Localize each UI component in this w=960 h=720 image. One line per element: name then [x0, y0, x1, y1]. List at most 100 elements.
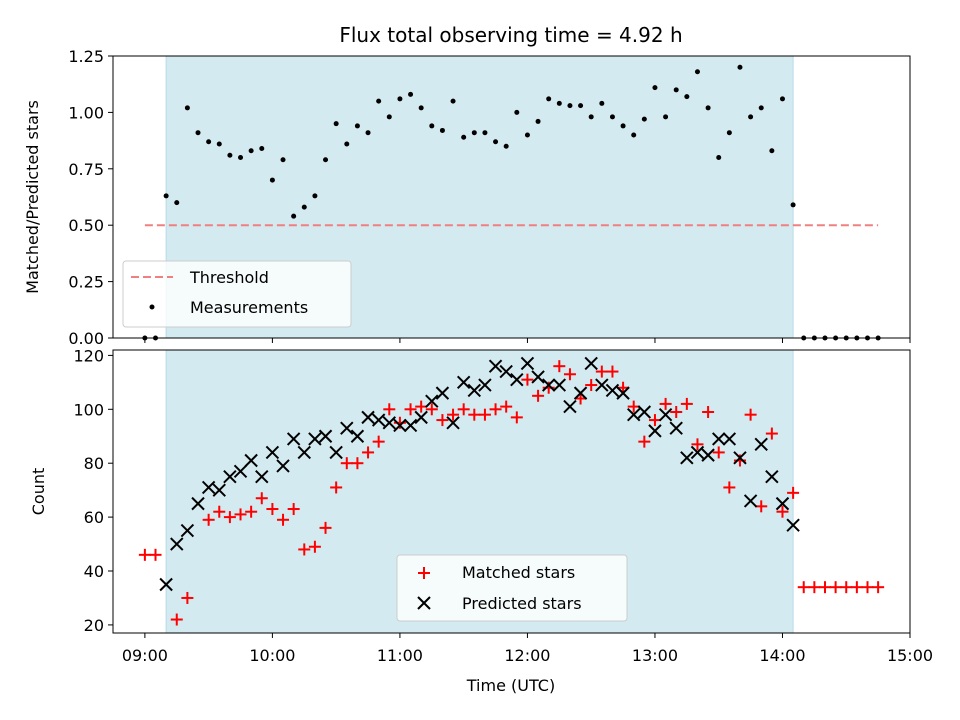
predicted-star-point — [775, 496, 790, 511]
x-tick-label: 10:00 — [249, 646, 295, 665]
measurement-point — [397, 96, 403, 102]
measurement-point — [524, 132, 530, 138]
matched-star-point — [829, 581, 842, 594]
measurement-point — [206, 139, 212, 145]
measurement-point — [748, 114, 754, 120]
predicted-star-point — [701, 448, 715, 462]
matched-star-point — [447, 408, 460, 421]
matched-star-point — [234, 508, 247, 521]
measurement-point — [238, 155, 244, 161]
measurement-point — [471, 130, 477, 136]
matched-star-point — [255, 492, 268, 505]
matched-star-point — [776, 505, 789, 518]
measurement-point — [493, 139, 499, 145]
predicted-star-point — [765, 469, 779, 484]
predicted-star-point — [340, 421, 354, 435]
predicted-star-point — [286, 432, 301, 446]
predicted-star-point — [233, 464, 248, 478]
matched-star-point — [808, 581, 821, 594]
predicted-star-point — [637, 405, 652, 419]
matched-stars-legend-swatch — [418, 567, 430, 579]
measurement-point — [195, 130, 201, 136]
x-tick-label: 11:00 — [377, 646, 423, 665]
count-panel: 20 40 60 80 100 120 09:00 10:00 11:00 12:00 13:00 1… — [29, 346, 933, 695]
predicted-stars-points — [159, 356, 800, 592]
matched-star-point — [850, 581, 863, 594]
bottom-y-tick-label: 20 — [84, 616, 104, 635]
measurement-point — [609, 114, 615, 120]
predicted-star-point — [159, 577, 173, 592]
measurement-point — [408, 91, 414, 97]
predicted-star-point — [212, 483, 226, 497]
measurement-point — [663, 114, 669, 120]
matched-star-point — [202, 513, 215, 526]
predicted-star-point — [595, 378, 609, 392]
bottom-y-tick-label: 100 — [73, 400, 104, 419]
matched-star-point — [457, 403, 470, 416]
matched-star-point — [563, 368, 576, 381]
predicted-star-point — [563, 399, 577, 414]
predicted-star-point — [414, 410, 428, 425]
matched-star-point — [372, 435, 385, 448]
predicted-star-point — [733, 451, 747, 465]
predicted-star-point — [435, 386, 450, 400]
predicted-star-point — [393, 418, 407, 433]
matched-star-point — [744, 408, 757, 421]
bottom-axis-ticks: 20 40 60 80 100 120 09:00 10:00 11:00 12:00 13:00 1… — [73, 346, 933, 665]
measurement-point — [631, 132, 637, 138]
predicted-star-point — [754, 437, 768, 452]
predicted-star-point — [456, 375, 471, 390]
measurement-point — [737, 64, 743, 70]
predicted-star-point — [308, 432, 322, 446]
predicted-star-point — [605, 383, 620, 398]
measurement-point — [365, 130, 371, 136]
measurement-point — [620, 123, 626, 129]
matched-star-point — [840, 581, 853, 594]
measurement-point — [705, 105, 711, 111]
measurement-point — [376, 98, 382, 104]
matched-star-point — [818, 581, 831, 594]
measurement-point — [333, 121, 339, 127]
predicted-star-point — [743, 494, 758, 508]
predicted-star-point — [786, 518, 800, 532]
predicted-star-point — [584, 356, 598, 371]
predicted-star-point — [648, 424, 662, 438]
measurement-point — [769, 148, 775, 154]
bottom-y-axis-label: Count — [29, 468, 48, 516]
measurement-point — [312, 193, 318, 199]
measurement-point — [174, 200, 180, 206]
predicted-star-point — [276, 459, 290, 473]
bottom-axes-frame — [112, 349, 911, 634]
matched-star-point — [287, 503, 300, 516]
measurements-legend-swatch — [149, 304, 155, 310]
top-y-tick-label: 0.75 — [68, 160, 104, 179]
matched-star-point — [606, 365, 619, 378]
predicted-star-point — [510, 372, 524, 387]
predicted-star-point — [552, 378, 567, 392]
predicted-stars-legend-label: Predicted stars — [462, 594, 582, 613]
matched-star-point — [670, 405, 683, 418]
x-axis-label: Time (UTC) — [466, 676, 555, 695]
matched-star-point — [521, 373, 534, 386]
matched-star-point — [383, 403, 396, 416]
matched-star-point — [170, 613, 183, 626]
measurement-point — [514, 109, 520, 115]
matched-star-point — [351, 457, 364, 470]
top-y-tick-label: 0.50 — [68, 216, 104, 235]
matched-star-point — [149, 548, 162, 561]
matched-star-point — [872, 581, 885, 594]
matched-star-point — [510, 411, 523, 424]
matched-stars-legend-label: Matched stars — [462, 563, 575, 582]
measurement-point — [673, 87, 679, 93]
matched-star-point — [277, 513, 290, 526]
measurement-point — [259, 145, 265, 151]
ratio-panel: 0.00 0.25 0.50 0.75 1.00 1.25 Matched/Predict… — [23, 47, 911, 348]
matched-star-point — [436, 414, 449, 427]
x-tick-label: 13:00 — [632, 646, 678, 665]
predicted-star-point — [573, 386, 588, 400]
predicted-star-point — [361, 410, 375, 425]
matched-star-point — [595, 365, 608, 378]
matched-star-point — [308, 540, 321, 553]
predicted-star-point — [669, 421, 683, 435]
